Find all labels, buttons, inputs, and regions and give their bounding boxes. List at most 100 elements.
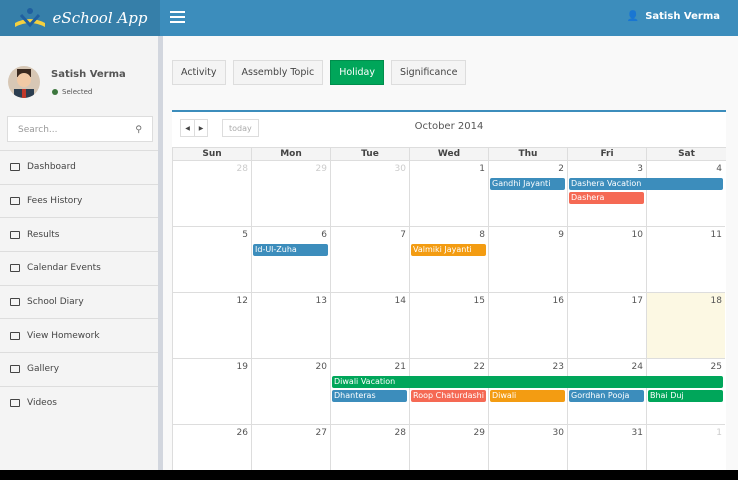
day-cell[interactable]: 29: [409, 425, 488, 470]
day-cell[interactable]: 31: [567, 425, 646, 470]
sidebar-item-view-homework[interactable]: View Homework: [0, 318, 158, 352]
day-cell[interactable]: 20: [251, 359, 330, 425]
day-cell[interactable]: 11: [646, 227, 725, 293]
logo-book-icon: [14, 8, 45, 28]
book-icon: [10, 298, 20, 307]
day-cell[interactable]: 30: [330, 161, 409, 227]
day-cell[interactable]: 14: [330, 293, 409, 359]
next-month-icon[interactable]: ▶: [194, 120, 207, 136]
calendar-event[interactable]: Valmiki Jayanti: [411, 244, 486, 256]
day-cell[interactable]: 22: [409, 359, 488, 425]
day-cell[interactable]: 12: [172, 293, 251, 359]
day-cell[interactable]: 4: [646, 161, 725, 227]
top-navbar: eSchool App 👤 Satish Verma: [0, 0, 738, 36]
sidebar-item-label: Fees History: [27, 196, 83, 207]
calendar: ◀ ▶ today October 2014 Sun Mon Tue Wed Thu Fri…: [172, 110, 726, 470]
sidebar-item-calendar-events[interactable]: Calendar Events: [0, 251, 158, 285]
day-cell[interactable]: 5: [172, 227, 251, 293]
dashboard-icon: [10, 163, 20, 172]
sidebar-item-dashboard[interactable]: Dashboard: [0, 150, 158, 184]
day-cell[interactable]: 16: [488, 293, 567, 359]
calendar-event[interactable]: Diwali: [490, 390, 565, 402]
sidebar-item-label: Videos: [27, 398, 57, 409]
search-placeholder: Search...: [18, 125, 58, 135]
film-icon: [10, 399, 20, 408]
sidebar-item-fees-history[interactable]: Fees History: [0, 183, 158, 218]
day-cell[interactable]: 29: [251, 161, 330, 227]
calendar-event[interactable]: Dhanteras: [332, 390, 407, 402]
calendar-title: October 2014: [414, 121, 484, 132]
day-cell[interactable]: 10: [567, 227, 646, 293]
sidebar: Satish Verma Selected Search... ⚲ Dashboa…: [0, 36, 163, 470]
day-cell[interactable]: 6: [251, 227, 330, 293]
list-icon: [10, 197, 20, 206]
day-header: Sun: [172, 147, 251, 161]
calendar-event[interactable]: Dashera: [569, 192, 644, 204]
prev-month-icon[interactable]: ◀: [185, 124, 190, 132]
day-cell[interactable]: 7: [330, 227, 409, 293]
calendar-icon: [10, 264, 20, 273]
sidebar-item-school-diary[interactable]: School Diary: [0, 284, 158, 319]
today-button[interactable]: today: [222, 119, 259, 137]
day-cell[interactable]: 1: [409, 161, 488, 227]
day-cell[interactable]: 28: [172, 161, 251, 227]
sidebar-item-results[interactable]: Results: [0, 217, 158, 251]
day-cell[interactable]: 13: [251, 293, 330, 359]
edit-icon: [10, 331, 20, 340]
day-cell[interactable]: 21: [330, 359, 409, 425]
app: eSchool App 👤 Satish Verma Satish Verma S…: [0, 0, 738, 470]
app-title: eSchool App: [52, 9, 148, 27]
profile-name: Satish Verma: [51, 69, 126, 80]
status-text: Selected: [62, 88, 93, 96]
day-header: Sat: [646, 147, 726, 161]
logo[interactable]: eSchool App: [0, 0, 160, 36]
calendar-event[interactable]: Gordhan Pooja: [569, 390, 644, 402]
day-cell[interactable]: 17: [567, 293, 646, 359]
tab-activity[interactable]: Activity: [172, 60, 226, 85]
sidebar-item-label: Calendar Events: [27, 263, 101, 274]
sidebar-item-gallery[interactable]: Gallery: [0, 352, 158, 386]
tab-significance[interactable]: Significance: [390, 60, 467, 85]
bar-chart-icon: [10, 230, 20, 239]
sidebar-item-videos[interactable]: Videos: [0, 385, 158, 420]
tab-assembly-topic[interactable]: Assembly Topic: [232, 60, 324, 85]
day-cell[interactable]: 9: [488, 227, 567, 293]
day-cell[interactable]: 25: [646, 359, 725, 425]
day-cell[interactable]: 2: [488, 161, 567, 227]
sidebar-menu: Dashboard Fees History Results Calendar Eve…: [0, 150, 158, 420]
day-cell[interactable]: 1: [646, 425, 725, 470]
day-cell[interactable]: 30: [488, 425, 567, 470]
profile-status: Selected: [52, 88, 92, 96]
status-dot-icon: [52, 89, 58, 95]
search-input[interactable]: Search... ⚲: [7, 116, 153, 142]
user-menu[interactable]: 👤 Satish Verma: [627, 11, 720, 22]
calendar-event[interactable]: Dashera Vacation: [569, 178, 723, 190]
calendar-event[interactable]: Diwali Vacation: [332, 376, 723, 388]
sidebar-item-label: Dashboard: [27, 162, 76, 173]
day-cell[interactable]: 15: [409, 293, 488, 359]
day-header: Tue: [330, 147, 409, 161]
calendar-event[interactable]: Gandhi Jayanti: [490, 178, 565, 190]
avatar: [8, 66, 40, 98]
menu-toggle-icon[interactable]: [170, 11, 185, 24]
user-panel: Satish Verma Selected: [0, 36, 158, 116]
day-cell[interactable]: 3: [567, 161, 646, 227]
calendar-nav: ◀ ▶: [180, 119, 208, 137]
tab-holiday[interactable]: Holiday: [330, 60, 384, 85]
day-header: Fri: [567, 147, 646, 161]
day-cell[interactable]: 19: [172, 359, 251, 425]
calendar-event[interactable]: Roop Chaturdashi: [411, 390, 486, 402]
calendar-event[interactable]: Bhai Duj: [648, 390, 723, 402]
day-cell[interactable]: 27: [251, 425, 330, 470]
sidebar-item-label: Results: [27, 229, 60, 240]
day-cell[interactable]: 24: [567, 359, 646, 425]
day-cell[interactable]: 26: [172, 425, 251, 470]
calendar-event[interactable]: Id-Ul-Zuha: [253, 244, 328, 256]
user-icon: 👤: [626, 11, 640, 22]
day-cell[interactable]: 18: [646, 293, 725, 359]
day-cell[interactable]: 23: [488, 359, 567, 425]
user-name: Satish Verma: [645, 11, 720, 22]
day-cell[interactable]: 28: [330, 425, 409, 470]
search-icon[interactable]: ⚲: [135, 125, 142, 135]
day-cell[interactable]: 8: [409, 227, 488, 293]
